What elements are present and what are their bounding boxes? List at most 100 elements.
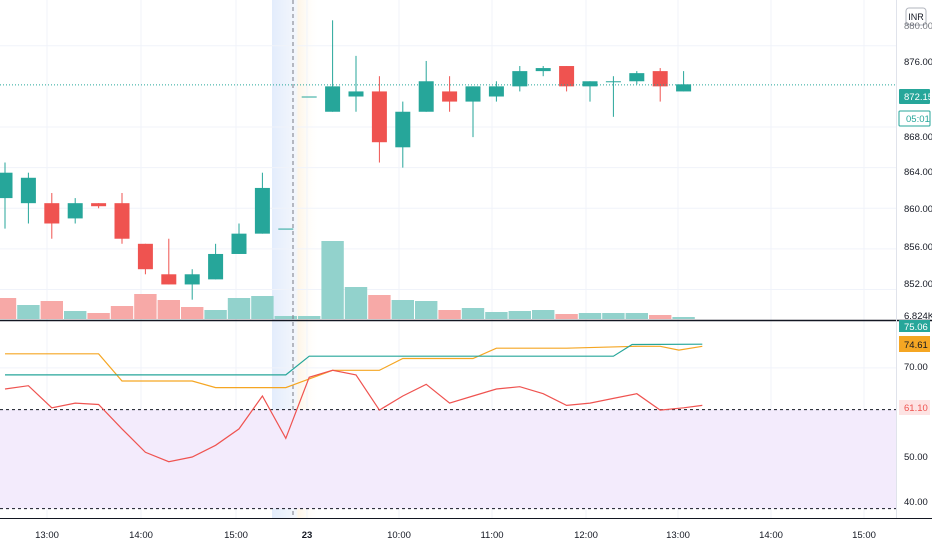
candle-body (418, 81, 434, 112)
volume-bar (110, 306, 134, 319)
candle-body (91, 203, 107, 207)
candle-body (325, 86, 341, 112)
currency-badge-label: INR (908, 12, 924, 22)
volume-bar (157, 300, 180, 319)
volume-bar (672, 317, 695, 319)
candle-body (20, 177, 36, 204)
volume-bar (274, 316, 297, 319)
volume-bar (649, 315, 672, 319)
volume-bar (321, 241, 344, 319)
candle-body (465, 86, 481, 102)
volume-bar (625, 313, 648, 319)
indicator-value-label: 74.61 (904, 340, 928, 351)
last-price-badge (899, 89, 930, 104)
candle-body (208, 253, 224, 280)
indicator-ref-badge (899, 400, 930, 415)
volume-bar (251, 296, 274, 319)
volume-bar (17, 305, 40, 319)
countdown-label: 05:01 (906, 114, 930, 125)
candle-body (605, 81, 621, 83)
candle-body (559, 66, 575, 87)
time-tick-label: 14:00 (129, 530, 153, 541)
candle-body (582, 81, 598, 87)
candle-body (301, 96, 317, 98)
time-tick-label: 12:00 (574, 530, 598, 541)
candle-body (676, 84, 692, 92)
volume-bar (227, 298, 251, 319)
candle-body (184, 274, 200, 285)
volume-bar (134, 294, 157, 319)
last-price-label: 872.15 (904, 92, 932, 103)
volume-bar (602, 313, 625, 319)
candle-body (254, 187, 270, 234)
volume-bar (298, 316, 321, 319)
indicator-series-line (4, 369, 703, 463)
time-axis[interactable]: 13:00 14:00 15:00 23 10:00 11:00 12:00 1… (35, 530, 876, 541)
candle-body (114, 203, 130, 239)
indicator-ref-label: 61.10 (904, 403, 928, 414)
time-tick-label: 11:00 (480, 530, 503, 541)
price-tick-label: 860.00 (904, 204, 932, 215)
candle-body (395, 111, 411, 148)
time-tick-label: 13:00 (35, 530, 59, 541)
candle-body (137, 243, 153, 270)
volume-bar (485, 312, 508, 319)
volume-bars (0, 241, 695, 319)
indicator-band (0, 409, 896, 509)
indicator-series-line (5, 345, 703, 389)
candle-body (442, 91, 458, 102)
volume-bar (508, 311, 531, 319)
indicator-top-badge (899, 320, 930, 332)
price-pane[interactable] (0, 20, 896, 319)
time-tick-label: 14:00 (759, 530, 783, 541)
volume-bar (555, 314, 578, 319)
indicator-top-label: 75.06 (904, 322, 928, 333)
candle-body (0, 172, 13, 199)
candle-body (67, 203, 83, 219)
volume-bar (344, 287, 368, 319)
volume-bar (578, 313, 602, 319)
currency-badge[interactable] (905, 7, 927, 26)
candle-body (652, 71, 668, 87)
price-axis[interactable]: INR 880.00 876.00 868.00 864.00 860.00 8… (898, 7, 932, 322)
price-tick-label: 876.00 (904, 57, 932, 68)
time-tick-label: 15:00 (852, 530, 876, 541)
volume-bar (40, 301, 63, 319)
volume-bar (438, 310, 461, 319)
volume-bar (64, 311, 87, 319)
candle-body (348, 91, 364, 97)
candlesticks (0, 20, 692, 300)
volume-bar (391, 300, 414, 319)
indicator-value-badge (899, 336, 930, 352)
time-tick-label: 15:00 (224, 530, 248, 541)
volume-bar (204, 310, 227, 319)
candle-body (488, 86, 504, 97)
price-tick-label: 856.00 (904, 242, 932, 253)
price-tick-label: 852.00 (904, 279, 932, 290)
candle-body (371, 91, 387, 143)
volume-bar (461, 308, 485, 319)
countdown-badge (898, 110, 931, 127)
indicator-axis[interactable]: 75.06 74.61 70.00 61.10 50.00 40.00 (899, 320, 930, 508)
volume-bar (87, 313, 110, 319)
time-tick-label: 23 (302, 530, 313, 541)
time-tick-label: 13:00 (666, 530, 690, 541)
reference-lines (0, 409, 896, 510)
volume-bar (532, 310, 555, 319)
price-tick-label: 868.00 (904, 132, 932, 143)
time-tick-label: 10:00 (387, 530, 411, 541)
indicator-pane[interactable] (0, 343, 896, 510)
volume-bar (415, 301, 438, 319)
indicator-tick-label: 40.00 (904, 497, 928, 508)
volume-bar (0, 298, 17, 319)
indicator-series-line (5, 343, 703, 376)
volume-bar (181, 307, 204, 319)
indicator-tick-label: 70.00 (904, 362, 928, 373)
price-tick-label: 864.00 (904, 167, 932, 178)
candle-body (278, 228, 294, 230)
indicator-lines (4, 343, 703, 463)
candle-body (231, 233, 247, 254)
candle-body (161, 274, 177, 285)
